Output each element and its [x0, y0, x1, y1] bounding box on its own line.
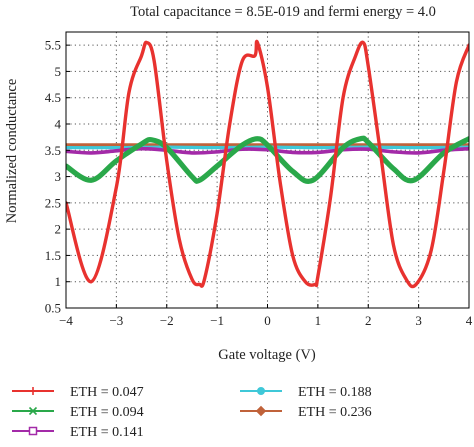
y-tick-label-0: 0.5: [45, 301, 61, 316]
x-tick-label-6: 2: [365, 313, 372, 328]
legend-item-3: ETH = 0.188: [240, 385, 372, 400]
y-tick-label-2: 1.5: [45, 248, 61, 263]
y-tick-label-3: 2: [55, 222, 62, 237]
x-axis-label: Gate voltage (V): [218, 347, 316, 363]
x-tick-label-2: −2: [160, 313, 174, 328]
legend-item-0: ETH = 0.047: [12, 385, 144, 400]
legend-label-0: ETH = 0.047: [70, 385, 144, 400]
legend-marker-1: [28, 406, 38, 416]
x-tick-label-1: −3: [109, 313, 123, 328]
grid-lines: [66, 32, 469, 308]
legend: ETH = 0.047 ETH = 0.094 ETH = 0.141 ETH = 0…: [12, 385, 372, 440]
series-lines: [66, 39, 469, 289]
legend-item-1: ETH = 0.094: [12, 405, 144, 420]
series-line-1: [66, 135, 469, 184]
y-tick-label-10: 5.5: [45, 38, 61, 53]
x-tick-label-4: 0: [264, 313, 271, 328]
plot-frame: [65, 31, 470, 309]
y-tick-label-9: 5: [55, 64, 62, 79]
y-tick-label-8: 4.5: [45, 90, 61, 105]
x-tick-label-0: −4: [59, 313, 73, 328]
x-tick-label-3: −1: [210, 313, 224, 328]
legend-marker-0: [29, 387, 37, 395]
y-tick-label-5: 3: [55, 169, 62, 184]
y-tick-label-7: 4: [55, 117, 62, 132]
y-tick-label-4: 2.5: [45, 195, 61, 210]
legend-label-2: ETH = 0.141: [70, 425, 144, 440]
y-axis-label: Normalized conductance: [4, 79, 20, 224]
legend-label-1: ETH = 0.094: [70, 405, 144, 420]
legend-marker-4: [255, 405, 267, 417]
legend-label-4: ETH = 0.236: [298, 405, 372, 420]
legend-label-3: ETH = 0.188: [298, 385, 372, 400]
legend-item-2: ETH = 0.141: [12, 425, 144, 440]
y-tick-label-6: 3.5: [45, 143, 61, 158]
x-tick-label-8: 4: [466, 313, 473, 328]
axis-ticks: −4 −3 −2 −1 0 1 2 3 4 0.5 1 1.5 2 2.5 3 3.5 4 4.5 5 5.5: [45, 38, 473, 328]
x-tick-label-7: 3: [415, 313, 422, 328]
series-line-0: [66, 39, 469, 289]
y-tick-label-1: 1: [55, 274, 62, 289]
legend-marker-2: [28, 426, 38, 436]
legend-item-4: ETH = 0.236: [240, 405, 372, 420]
chart-title: Total capacitance = 8.5E-019 and fermi e…: [130, 4, 436, 20]
x-tick-label-5: 1: [315, 313, 322, 328]
legend-marker-3: [257, 387, 265, 395]
